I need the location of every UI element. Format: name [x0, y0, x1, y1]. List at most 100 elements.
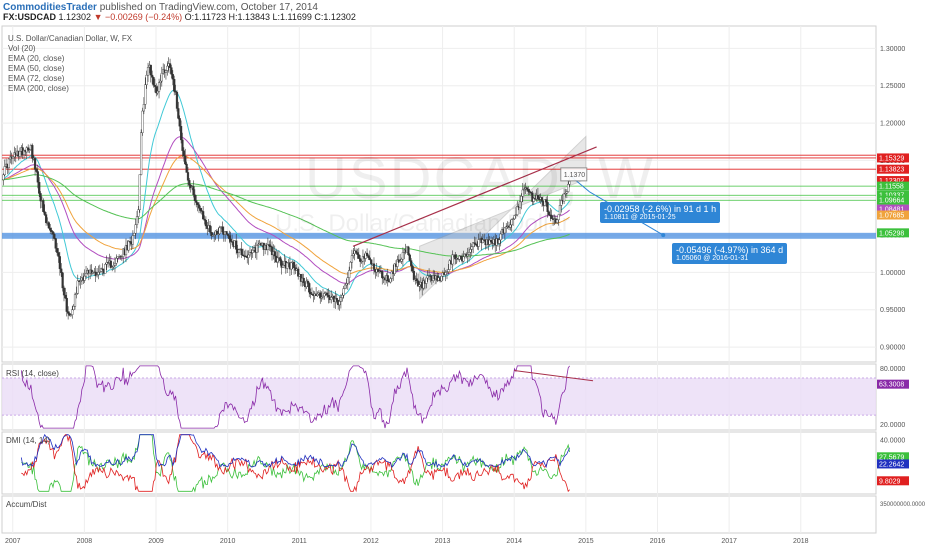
- legend-ema72[interactable]: EMA (72, close): [8, 74, 65, 83]
- candle-body: [531, 192, 534, 202]
- candle-body: [415, 278, 418, 281]
- down-arrow-icon: ▼: [93, 12, 103, 22]
- candle-body: [521, 189, 524, 197]
- candle-body: [470, 246, 473, 250]
- legend-vol[interactable]: Vol (20): [8, 44, 36, 53]
- candle-body: [97, 272, 100, 275]
- candle-body: [73, 294, 77, 307]
- candle-body: [7, 158, 10, 169]
- rsi-title: RSI (14, close): [6, 369, 59, 378]
- candle-body: [372, 263, 376, 270]
- dmi-title: DMI (14, 14): [6, 436, 51, 445]
- candle-body: [229, 238, 232, 242]
- candle-body: [192, 186, 195, 196]
- price-label-box: [877, 164, 909, 174]
- candle-body: [549, 214, 552, 216]
- candle-body: [399, 261, 402, 263]
- last-price: 1.12302: [58, 12, 92, 22]
- measure-callout-1[interactable]: -0.02958 (-2.6%) in 91 d 1 h 1.10811 @ 2…: [600, 202, 721, 223]
- ema-72-line: [1, 155, 570, 275]
- dmi-value-label: 9.8029: [879, 478, 901, 485]
- candle-body: [447, 269, 450, 273]
- candle-body: [469, 249, 472, 253]
- candle-body: [335, 298, 338, 301]
- candle-body: [451, 254, 454, 265]
- candle-body: [472, 242, 475, 247]
- x-tick-label: 2014: [506, 538, 522, 545]
- candle-body: [411, 265, 414, 272]
- dmi-label-box: [877, 459, 909, 469]
- candle-body: [356, 252, 359, 255]
- candle-body: [215, 230, 219, 235]
- candle-body: [268, 244, 271, 247]
- chart-title: U.S. Dollar/Canadian Dollar, W, FX: [8, 34, 133, 43]
- candle-body: [516, 206, 519, 215]
- candle-body: [368, 257, 371, 260]
- legend-ema20[interactable]: EMA (20, close): [8, 54, 65, 63]
- candle-body: [520, 196, 523, 203]
- legend-ema50[interactable]: EMA (50, close): [8, 64, 65, 73]
- candle-body: [202, 211, 205, 220]
- candle-body: [525, 187, 528, 190]
- price-label-box: [877, 204, 909, 214]
- quote-line: FX:USDCAD 1.12302 ▼ −0.00269 (−0.24%) O:…: [3, 12, 356, 22]
- candle-body: [181, 139, 184, 151]
- candle-body: [18, 151, 22, 157]
- candle-body: [309, 291, 312, 295]
- candle-body: [445, 271, 449, 273]
- candle-body: [477, 239, 480, 247]
- candle-body: [286, 262, 289, 269]
- rsi-last-label: 63.3008: [879, 382, 904, 389]
- candle-body: [560, 200, 563, 206]
- y-tick-label: 0.95000: [880, 307, 905, 314]
- candle-body: [514, 214, 517, 216]
- candle-body: [151, 74, 154, 78]
- ema-50-line: [1, 136, 570, 284]
- x-tick-label: 2011: [292, 538, 307, 545]
- publish-line: CommoditiesTrader published on TradingVi…: [3, 2, 318, 13]
- candle-body: [365, 252, 369, 256]
- ema-200-line: [2, 174, 570, 257]
- candle-body: [381, 271, 384, 279]
- candle-body: [75, 293, 78, 295]
- candle-body: [61, 272, 64, 289]
- candle-body: [567, 184, 570, 192]
- rsi-line: [20, 365, 570, 429]
- measure-callout-2[interactable]: -0.05496 (-4.97%) in 364 d 1.05060 @ 201…: [672, 243, 788, 264]
- price-label: 1.11558: [879, 184, 904, 191]
- candle-body: [133, 232, 136, 236]
- dmi-value-label: 27.5679: [879, 454, 904, 461]
- candle-body: [22, 150, 26, 156]
- rsi-tick-label: 20.0000: [880, 422, 905, 429]
- price-label: 1.05298: [879, 230, 904, 237]
- candle-body: [316, 293, 319, 296]
- candle-body: [11, 156, 15, 159]
- candle-body: [473, 242, 476, 245]
- candle-body: [302, 277, 305, 283]
- author-link[interactable]: CommoditiesTrader: [3, 2, 97, 13]
- candle-body: [155, 86, 158, 94]
- y-tick-label: 0.90000: [880, 345, 905, 352]
- candle-body: [64, 294, 67, 299]
- candle-body: [377, 269, 380, 272]
- candle-body: [545, 199, 548, 203]
- candle-body: [367, 255, 370, 258]
- candle-body: [568, 181, 571, 185]
- y-tick-label: 1.00000: [880, 270, 905, 277]
- candle-body: [276, 257, 279, 263]
- candle-body: [281, 264, 285, 268]
- candle-body: [350, 255, 354, 263]
- candle-body: [273, 251, 276, 257]
- support-band: [2, 232, 876, 239]
- legend-ema200[interactable]: EMA (200, close): [8, 84, 69, 93]
- candle-body: [352, 253, 355, 256]
- candle-body: [69, 314, 72, 316]
- candle-body: [509, 224, 512, 228]
- price-label-box: [877, 210, 909, 220]
- measure-callout-1-main: -0.02958 (-2.6%) in 91 d 1 h: [604, 204, 717, 214]
- candle-body: [320, 296, 323, 299]
- candle-body: [115, 258, 118, 264]
- candle-body: [100, 268, 103, 272]
- candle-body: [339, 297, 343, 302]
